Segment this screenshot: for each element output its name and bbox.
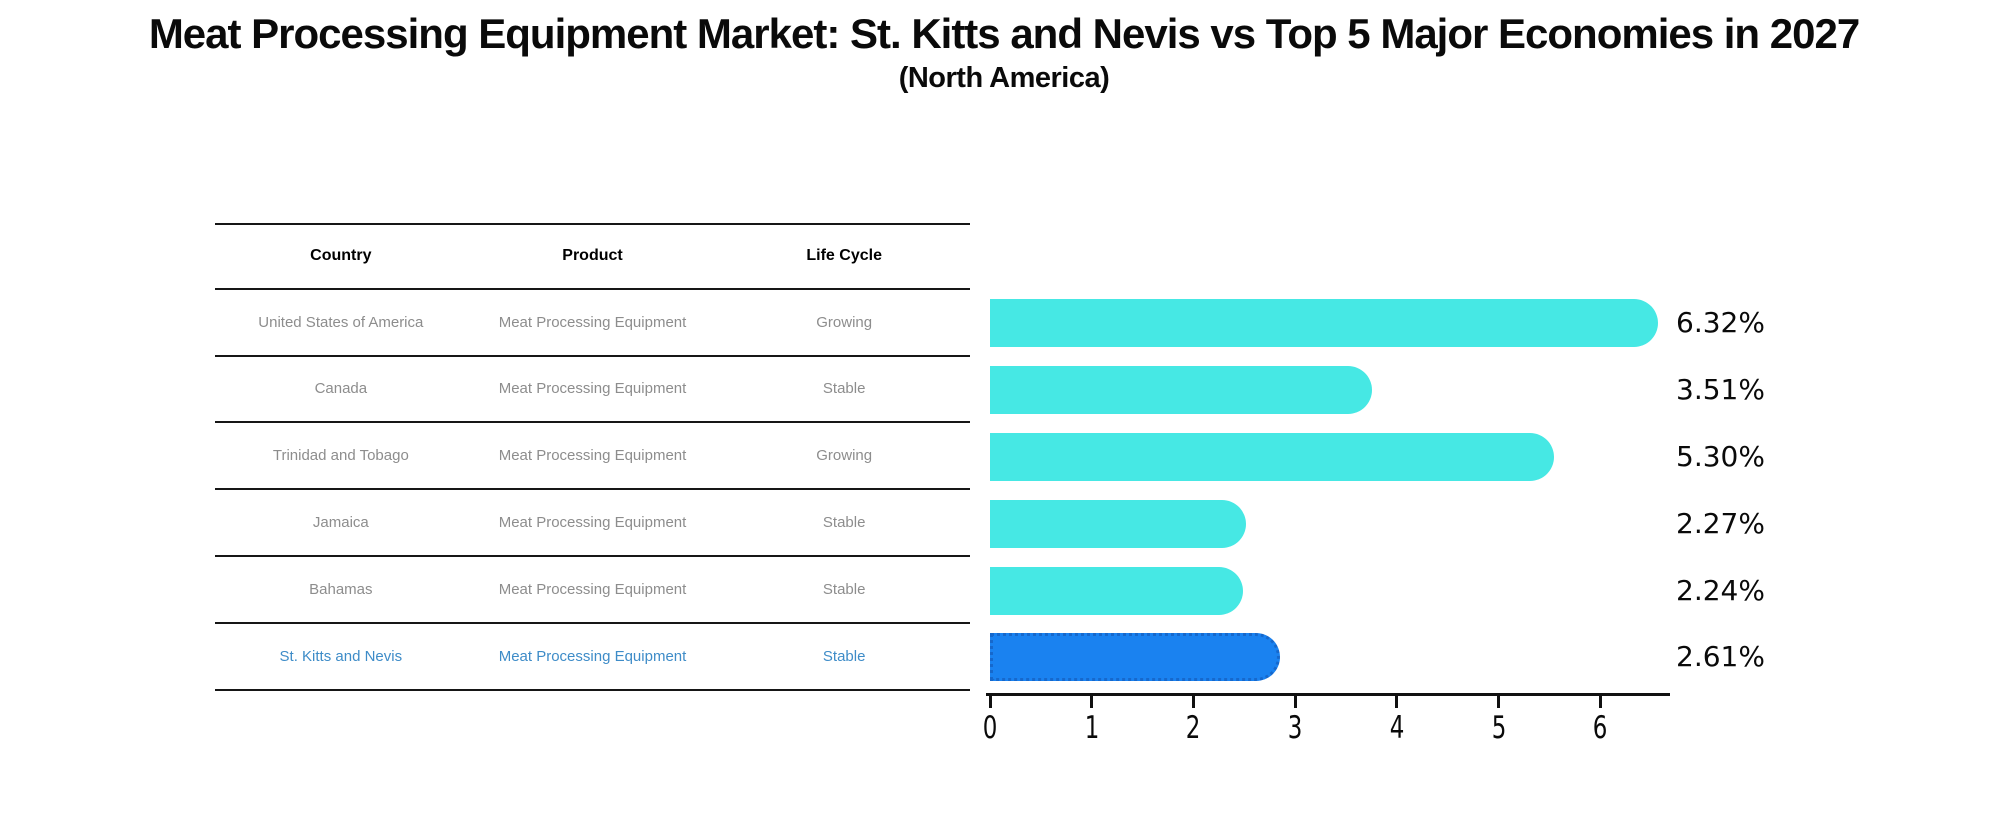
cell-product: Meat Processing Equipment — [498, 647, 687, 665]
bar-bahamas — [990, 566, 1243, 615]
cell-country: Trinidad and Tobago — [272, 447, 409, 465]
x-axis-tick — [1293, 696, 1297, 708]
cell-life-cycle: Stable — [822, 580, 866, 598]
bar-chart: 6.32% 3.51% 5.30% 2.27% 2.24% 2.61% 0 1 … — [983, 290, 2008, 823]
bar-jamaica — [990, 499, 1246, 548]
cell-product: Meat Processing Equipment — [498, 313, 687, 331]
page-title: Meat Processing Equipment Market: St. Ki… — [148, 10, 1860, 57]
bar-value-label: 5.30% — [1676, 440, 1765, 473]
bar-trinidad-tobago — [990, 433, 1554, 481]
bar-canada — [990, 366, 1372, 415]
table-row: Jamaica Meat Processing Equipment Stable — [215, 490, 970, 557]
x-axis-tick — [1191, 696, 1195, 708]
x-axis-tick — [988, 696, 992, 708]
x-axis-tick — [1598, 696, 1602, 708]
x-axis-tick — [1090, 696, 1094, 708]
bar-value-label: 3.51% — [1676, 373, 1765, 407]
cell-product: Meat Processing Equipment — [498, 514, 687, 532]
cell-life-cycle: Growing — [816, 313, 873, 331]
x-axis-tick-label: 2 — [1186, 710, 1201, 746]
column-header-product: Product — [562, 247, 623, 265]
table-header-row: Country Product Life Cycle — [215, 223, 970, 290]
x-axis-tick — [1395, 696, 1399, 708]
x-axis-line — [986, 693, 1670, 696]
bar-st-kitts-and-nevis — [990, 633, 1281, 682]
x-axis-tick-label: 0 — [982, 710, 998, 746]
x-axis-tick-label: 1 — [1084, 710, 1099, 746]
x-axis-tick-label: 5 — [1491, 710, 1506, 746]
cell-country: Canada — [314, 380, 368, 398]
x-axis-tick — [1497, 696, 1500, 708]
table-row: Bahamas Meat Processing Equipment Stable — [215, 557, 970, 624]
bar-value-label: 6.32% — [1676, 306, 1765, 340]
bar-value-label: 2.24% — [1676, 573, 1765, 607]
cell-life-cycle: Stable — [822, 514, 866, 532]
cell-country: St. Kitts and Nevis — [279, 647, 403, 665]
cell-life-cycle: Growing — [816, 447, 873, 465]
bar-united-states — [990, 299, 1658, 348]
cell-product: Meat Processing Equipment — [498, 380, 687, 398]
bar-value-label: 2.27% — [1676, 506, 1765, 540]
column-header-country: Country — [310, 247, 372, 265]
cell-country: United States of America — [258, 313, 424, 331]
table-row: United States of America Meat Processing… — [215, 290, 970, 357]
column-header-lifecycle: Life Cycle — [806, 247, 882, 265]
table-row: Canada Meat Processing Equipment Stable — [215, 357, 970, 424]
x-axis-tick-label: 4 — [1389, 710, 1405, 746]
cell-life-cycle: Stable — [822, 380, 866, 398]
table-row-st-kitts-and-nevis: St. Kitts and Nevis Meat Processing Equi… — [215, 624, 970, 691]
bar-value-label: 2.61% — [1676, 640, 1765, 674]
cell-product: Meat Processing Equipment — [498, 447, 687, 465]
x-axis-tick-label: 6 — [1592, 710, 1608, 746]
country-table: Country Product Life Cycle United States… — [215, 223, 970, 691]
table-row: Trinidad and Tobago Meat Processing Equi… — [215, 423, 970, 491]
cell-country: Bahamas — [309, 580, 373, 598]
page-subtitle: (North America) — [898, 62, 1110, 94]
cell-product: Meat Processing Equipment — [498, 580, 687, 598]
cell-country: Jamaica — [312, 514, 369, 532]
cell-life-cycle: Stable — [822, 647, 866, 665]
x-axis-tick-label: 3 — [1287, 710, 1303, 746]
